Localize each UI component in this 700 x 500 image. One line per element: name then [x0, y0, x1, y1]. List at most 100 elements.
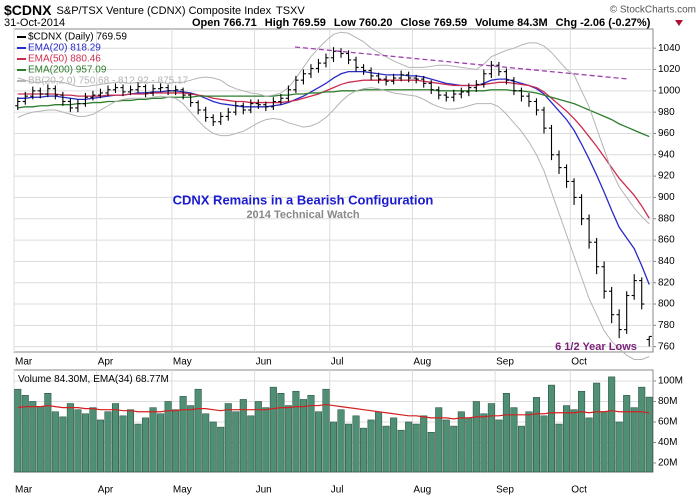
- volume-bar: [96, 419, 104, 473]
- volume-bar: [66, 403, 74, 473]
- volume-bar: [405, 421, 413, 473]
- volume-bar: [232, 411, 240, 473]
- volume-bar: [44, 393, 52, 473]
- y-tick-label: 800: [658, 299, 675, 310]
- quote-value: -2.06 (-0.27%): [580, 17, 651, 29]
- source: © StockCharts.com: [610, 5, 696, 16]
- volume-bar: [299, 399, 307, 473]
- volume-bar: [36, 406, 44, 473]
- quote: Open 766.71 High 769.59 Low 760.20 Close 769.59…: [192, 17, 651, 29]
- annotation-subtitle: 2014 Technical Watch: [246, 209, 359, 221]
- index-name: S&P/TSX Venture (CDNX) Composite Index: [57, 5, 272, 17]
- y-tick-label: 1020: [658, 64, 681, 75]
- quote-value: 769.59: [434, 17, 468, 29]
- header-title: $CDNX S&P/TSX Venture (CDNX) Composite I…: [4, 2, 305, 18]
- y-tick-label: 960: [658, 128, 675, 139]
- volume-bar: [367, 419, 375, 473]
- volume-bar: [570, 409, 578, 473]
- volume-bar: [29, 401, 37, 473]
- annotation-title: CDNX Remains in a Bearish Configuration: [173, 192, 434, 207]
- volume-bar: [14, 388, 22, 473]
- volume-bar: [254, 401, 262, 473]
- y-tick-label: 900: [658, 192, 675, 203]
- legend-label: EMA(34) 68.77M: [93, 374, 169, 385]
- quote-label: Low: [334, 17, 356, 29]
- y-tick-label: 780: [658, 320, 675, 331]
- volume-bar: [157, 413, 165, 473]
- volume-bar: [548, 384, 556, 473]
- volume-bar: [578, 390, 586, 473]
- y-tick-label: 980: [658, 107, 675, 118]
- y-tick-label: 760: [658, 341, 675, 352]
- volume-bar: [179, 396, 187, 473]
- indicator-line: [17, 87, 650, 360]
- y-tick-label: 20M: [658, 458, 677, 469]
- x-tick-label: Jul: [331, 357, 344, 368]
- y-tick-label: 80M: [658, 396, 677, 407]
- volume-bar: [217, 426, 225, 473]
- volume-bar: [224, 403, 232, 473]
- volume-bar: [142, 417, 150, 473]
- volume-bar: [487, 403, 495, 473]
- volume-bar: [457, 411, 465, 473]
- volume-bar: [307, 395, 315, 473]
- volume-bar: [645, 396, 653, 473]
- legend-label: EMA(20) 818.29: [28, 43, 101, 54]
- volume-bar: [593, 382, 601, 473]
- volume-bar: [375, 411, 383, 473]
- quote-label: Volume: [475, 17, 514, 29]
- volume-bar: [517, 425, 525, 473]
- volume-bar: [104, 411, 112, 473]
- volume-bar: [390, 417, 398, 473]
- volume-bar: [134, 423, 142, 473]
- volume-bar: [563, 405, 571, 473]
- y-tick-label: 40M: [658, 437, 677, 448]
- x-tick-label: Aug: [413, 485, 431, 496]
- volume-bar: [427, 431, 435, 473]
- down-arrow: [675, 20, 683, 26]
- volume-bar: [600, 411, 608, 473]
- legend-label: EMA(50) 880.46: [28, 54, 101, 65]
- x-tick-label: Sep: [496, 485, 514, 496]
- volume-bar: [284, 405, 292, 473]
- x-tick-label: May: [173, 485, 192, 496]
- quote-label: Chg: [556, 17, 577, 29]
- volume-bar: [495, 419, 503, 473]
- quote-value: 84.3M: [517, 17, 548, 29]
- exchange: TSXV: [276, 5, 305, 17]
- x-tick-label: Mar: [15, 485, 33, 496]
- volume-bar: [630, 407, 638, 473]
- legend-label: Volume 84.30M,: [18, 374, 90, 385]
- x-tick-label: Oct: [571, 485, 587, 496]
- volume-bar: [51, 411, 59, 473]
- volume-bar: [435, 407, 443, 473]
- y-tick-label: 820: [658, 277, 675, 288]
- volume-bar: [247, 415, 255, 473]
- y-tick-label: 940: [658, 149, 675, 160]
- volume-bar: [262, 407, 270, 473]
- volume-bar: [623, 395, 631, 473]
- volume-bar: [480, 413, 488, 473]
- volume-bar: [21, 395, 29, 473]
- volume-bar: [510, 407, 518, 473]
- volume-bar: [81, 413, 89, 473]
- volume-bar: [615, 421, 623, 473]
- volume-bar: [194, 388, 202, 473]
- volume-bar: [540, 415, 548, 473]
- volume-bar: [638, 386, 646, 473]
- volume-bar: [420, 415, 428, 473]
- volume-bar: [209, 421, 217, 473]
- indicator-line: [17, 31, 650, 225]
- y-tick-label: 1000: [658, 85, 681, 96]
- volume-bar: [608, 376, 616, 473]
- x-tick-label: Apr: [98, 485, 114, 496]
- quote-label: High: [265, 17, 290, 29]
- quote-label: Close: [401, 17, 431, 29]
- price-panel: [13, 28, 654, 353]
- volume-bar: [337, 409, 345, 473]
- volume-bar: [442, 419, 450, 473]
- volume-bar: [412, 423, 420, 473]
- volume-bar: [187, 405, 195, 473]
- volume-ema-line: [17, 403, 650, 420]
